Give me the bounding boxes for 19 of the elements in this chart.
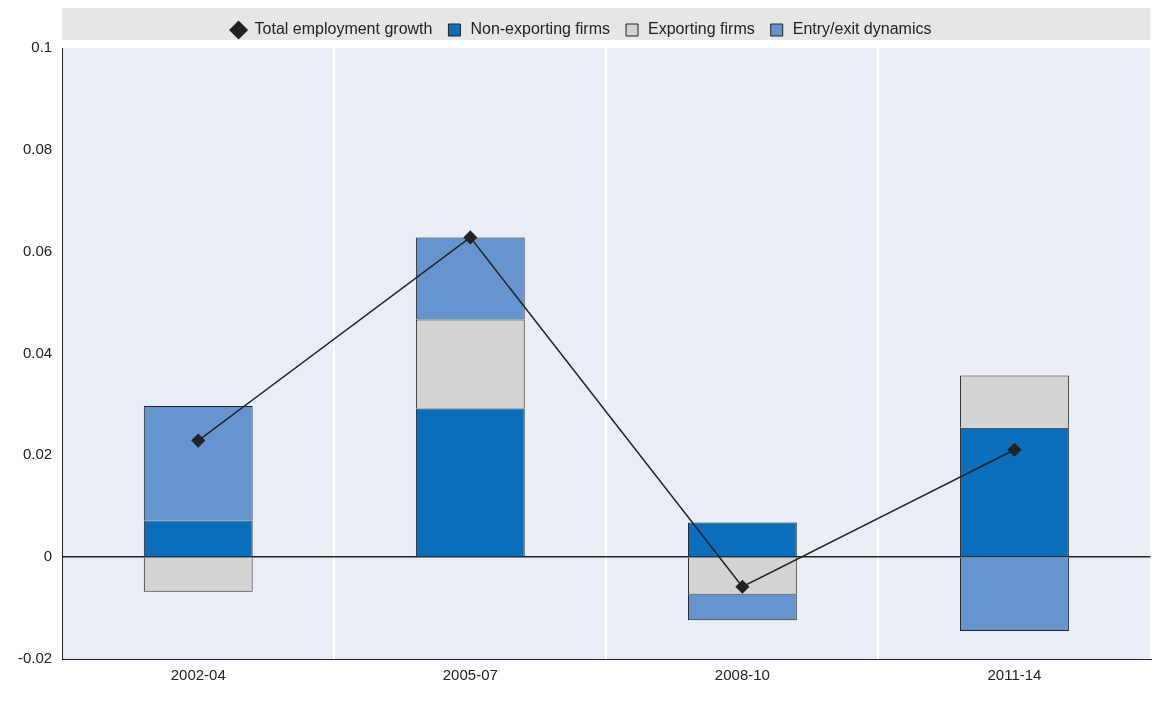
legend-label: Non-exporting firms [470,20,611,38]
x-tick-label: 2011-14 [987,666,1042,684]
point [191,433,205,448]
legend-label: Exporting firms [648,20,755,38]
y-tick-label: 0.08 [22,139,53,157]
y-tick-label: -0.02 [17,649,53,667]
legend-label: Entry/exit dynamics [792,20,932,38]
x-tick-label: 2008-10 [714,666,770,684]
x-tick-label: 2002-04 [170,666,226,684]
point [463,230,478,245]
point [735,579,750,594]
x-tick-label: 2005-07 [442,666,498,684]
y-tick-label: 0.04 [22,343,53,361]
legend-label: Total employment growth [254,20,433,38]
y-tick-label: 0.1 [31,38,53,56]
y-tick-label: 0 [43,547,53,565]
y-tick-label: 0.02 [22,445,53,463]
y-tick-label: 0.06 [22,241,53,259]
point [1007,442,1022,457]
